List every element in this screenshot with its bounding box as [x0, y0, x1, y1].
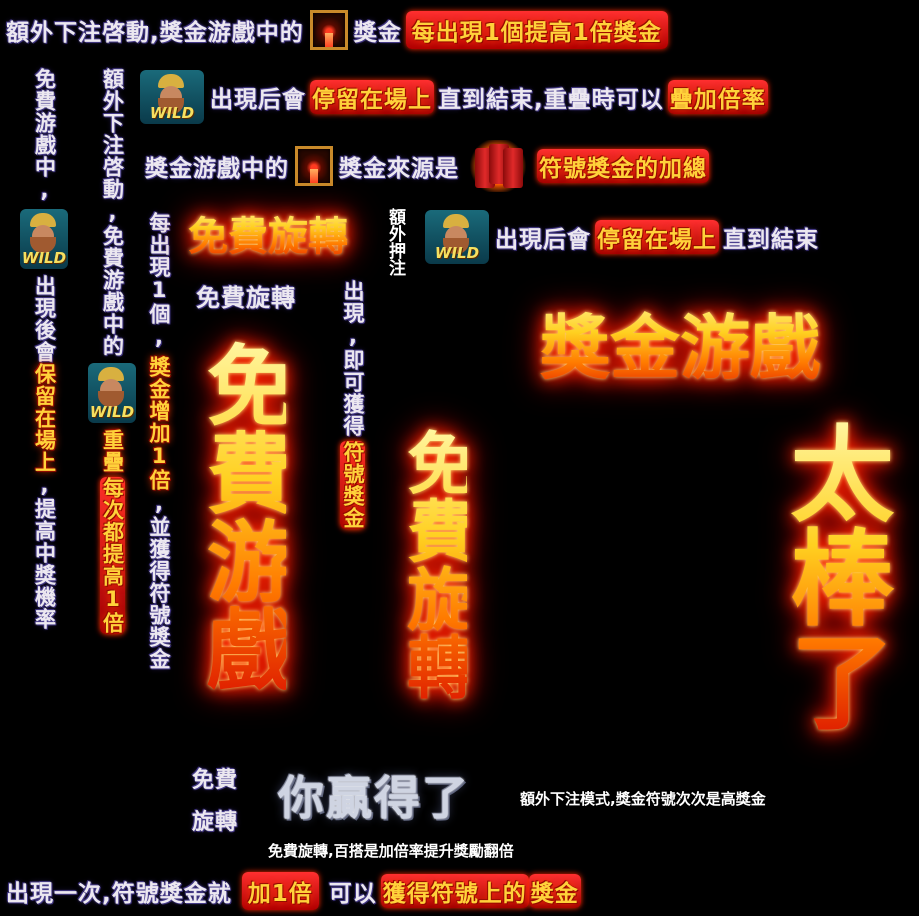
rule-text: 獎金來源是 — [339, 156, 459, 182]
free-spin-label: 免費旋轉 — [196, 284, 296, 312]
bonus-game-title: 獎金游戲 — [540, 292, 820, 393]
rule-text: 出現后會 — [210, 87, 306, 113]
you-won-title: 你贏得了 — [278, 771, 470, 825]
rule-text: 獎金游戲中的 — [145, 156, 289, 182]
bonus-increase-column: 每出現1個, 獎金增加1倍 ,並獲得符號獎金 — [147, 212, 171, 670]
rule-text: 免費 — [192, 768, 239, 793]
rule-text: 出現後會 — [32, 275, 57, 363]
rule-highlight: 停留在場上 — [595, 220, 719, 254]
bonus-rule-line-4: WILD 出現后會 停留在場上 直到結束 — [425, 210, 819, 264]
extra-bet-label: 額外押注 — [385, 208, 405, 276]
rule-text: 重疊 — [100, 429, 125, 473]
extra-bet-free-game-column: 額外下注啓動,免費游戲中的 WILD 重疊 每次都提高1倍 — [88, 68, 136, 634]
rule-text: 可以 — [328, 881, 377, 907]
free-game-title: 免費游戲 — [192, 340, 296, 692]
rule-text: 免費游戲中, — [32, 68, 57, 203]
wild-icon: WILD — [140, 70, 204, 124]
rule-highlight: 每次都提高1倍 — [99, 477, 125, 634]
rule-text: 直到結束,重疊時 — [438, 87, 616, 113]
great-title: 太棒了 — [771, 420, 894, 732]
free-spin-note: 免費旋轉,百搭是加倍率提升獎勵翻倍 — [268, 842, 514, 860]
free-spin-title: 免費旋轉 — [394, 428, 474, 700]
bonus-rule-bottom: 出現一次,符號獎金就 加1倍 可以 獲得符號上的 獎金 — [6, 872, 581, 910]
rule-highlight: 停留在場上 — [310, 80, 434, 114]
rule-text: 額外下注啓動,獎金游戲中的 — [6, 20, 304, 46]
wild-icon: WILD — [425, 210, 489, 264]
rule-text: ,並獲得符號獎金 — [147, 491, 171, 670]
free-game-rule-column: 免費游戲中, WILD 出現後會 保留在場上 ,提高中獎機率 — [20, 68, 68, 630]
rule-text: 旋轉 — [192, 810, 239, 835]
rule-text: 每出現1個, — [147, 212, 171, 350]
rule-text: 出現,即可獲得 — [341, 280, 365, 437]
dynamite-icon — [463, 138, 533, 194]
rule-highlight: 獎金增加1倍 — [147, 356, 171, 491]
win-free-spin-label: 免費 旋轉 — [192, 762, 238, 836]
free-spin-logo: 免費旋轉 — [188, 204, 348, 262]
rule-text: 出現一次,符號獎金就 — [6, 881, 232, 907]
rule-highlight: 每出現1個提高1倍獎金 — [405, 11, 668, 49]
rule-text: 額外下注啓動,免費游戲中的 — [100, 68, 125, 357]
bonus-rule-line-1: 額外下注啓動,獎金游戲中的 獎金 每出現1個提高1倍獎金 — [6, 10, 668, 50]
rule-highlight: 獲得符號上的 — [380, 874, 529, 908]
rule-highlight: 加1倍 — [241, 872, 319, 910]
wild-icon: WILD — [20, 209, 68, 269]
rule-text: ,提高中獎機率 — [32, 473, 57, 630]
rule-text: 出現后會 — [495, 227, 591, 253]
rule-highlight: 獎金 — [528, 874, 581, 908]
bonus-rule-line-3: 獎金游戲中的 獎金來源是 符號獎金的加總 — [145, 138, 709, 194]
rule-highlight: 符號獎金 — [340, 441, 365, 529]
tunnel-icon — [309, 10, 348, 50]
extra-bet-mode-note: 額外下注模式,獎金符號次次是高獎金 — [520, 790, 766, 808]
rule-highlight: 符號獎金的加總 — [537, 149, 709, 183]
rule-text: 可以 — [615, 87, 664, 113]
wild-icon: WILD — [88, 363, 136, 423]
tunnel-icon — [295, 146, 333, 186]
bonus-rule-line-2: WILD 出現后會 停留在場上 直到結束,重疊時 可以 疊加倍率 — [140, 70, 768, 124]
rule-text: 獎金 — [353, 20, 402, 46]
rule-highlight: 保留在場上 — [32, 363, 57, 473]
symbol-bonus-column: 出現,即可獲得 符號獎金 — [340, 280, 365, 529]
rule-highlight: 疊加倍率 — [667, 80, 768, 114]
rule-text: 直到結束 — [723, 227, 819, 253]
